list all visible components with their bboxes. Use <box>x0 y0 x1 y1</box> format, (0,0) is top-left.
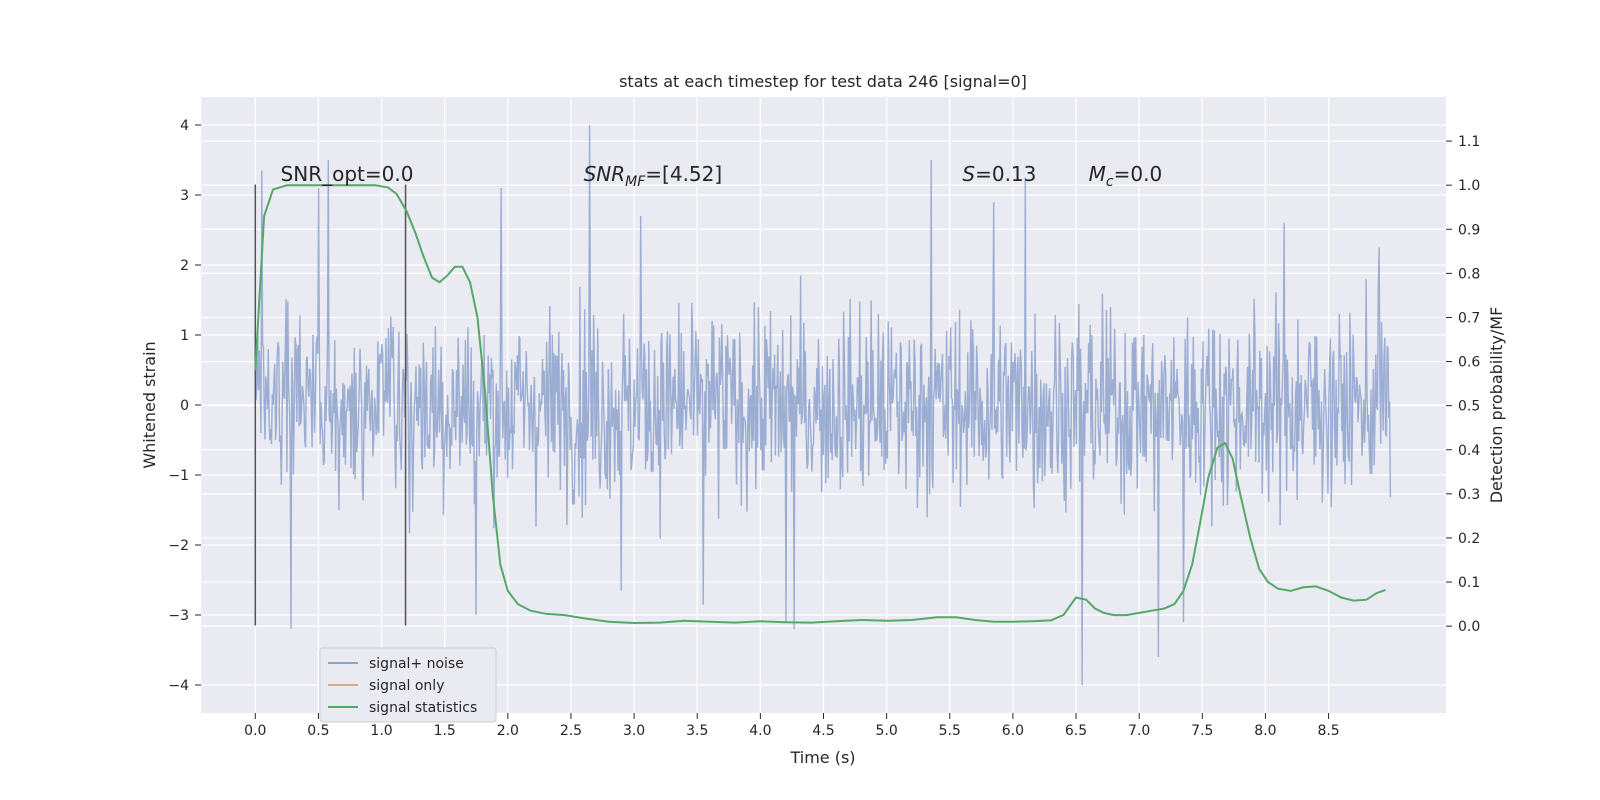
y2-tick-label: 0.1 <box>1458 575 1480 591</box>
legend-label-signal-noise: signal+ noise <box>369 656 464 672</box>
signal-noise-line <box>254 124 1392 686</box>
y2-tick-label: 0.6 <box>1458 355 1480 371</box>
vertical-markers <box>254 184 407 626</box>
y-tick-label: −2 <box>168 538 189 554</box>
x-tick-label: 5.0 <box>876 723 898 739</box>
y-tick-label: 1 <box>180 328 189 344</box>
y-axis-label: Whitened strain <box>140 341 159 468</box>
y2-tick-label: 1.1 <box>1458 134 1480 150</box>
series-signal-statistics <box>254 184 1386 625</box>
annotation-snr-opt: SNR_opt=0.0 <box>281 162 414 186</box>
x-tick-label: 3.5 <box>686 723 708 739</box>
legend-box <box>319 647 497 723</box>
x-tick-label: 4.5 <box>812 723 834 739</box>
legend-label-signal-only: signal only <box>369 678 444 694</box>
y2-tick-label: 0.7 <box>1458 310 1480 326</box>
signal-statistics-line <box>254 184 1386 625</box>
x-tick-label: 3.0 <box>623 723 645 739</box>
x-tick-label: 5.5 <box>939 723 961 739</box>
y2-tick-label: 0.5 <box>1458 399 1480 415</box>
y-tick-label: −3 <box>168 608 189 624</box>
x-tick-label: 2.0 <box>497 723 519 739</box>
x-tick-label: 1.0 <box>370 723 392 739</box>
y2-axis-label: Detection probability/MF <box>1487 307 1506 504</box>
y-tick-label: 3 <box>180 188 189 204</box>
legend-label-signal-statistics: signal statistics <box>369 700 477 716</box>
x-tick-label: 1.5 <box>434 723 456 739</box>
y2-tick-label: 0.4 <box>1458 443 1480 459</box>
series-signal-noise <box>254 124 1392 686</box>
x-tick-label: 6.0 <box>1002 723 1024 739</box>
y2-tick-label: 0.2 <box>1458 531 1480 547</box>
x-tick-label: 7.0 <box>1128 723 1150 739</box>
x-tick-label: 0.0 <box>244 723 266 739</box>
x-tick-label: 2.5 <box>560 723 582 739</box>
legend: signal+ noise signal only signal statist… <box>319 647 497 723</box>
annotation-mc: Mc=0.0 <box>1089 162 1163 190</box>
chart-title: stats at each timestep for test data 246… <box>619 72 1027 91</box>
annotation-s-stat: S=0.13 <box>962 162 1036 186</box>
x-tick-label: 0.5 <box>307 723 329 739</box>
x-tick-label: 7.5 <box>1191 723 1213 739</box>
y-tick-label: 4 <box>180 118 189 134</box>
y-tick-label: 2 <box>180 258 189 274</box>
y-tick-label: −4 <box>168 678 189 694</box>
x-tick-label: 4.0 <box>749 723 771 739</box>
annotations: SNR_opt=0.0 SNRMF=[4.52] S=0.13 Mc=0.0 <box>281 162 1163 190</box>
y2-tick-label: 1.0 <box>1458 178 1480 194</box>
y2-tick-label: 0.0 <box>1458 619 1480 635</box>
x-tick-label: 6.5 <box>1065 723 1087 739</box>
y-tick-label: 0 <box>180 398 189 414</box>
y2-tick-label: 0.3 <box>1458 487 1480 503</box>
x-tick-label: 8.5 <box>1317 723 1339 739</box>
y2-tick-label: 0.8 <box>1458 266 1480 282</box>
axis-ticks: 0.0 0.5 1.0 1.5 2.0 2.5 3.0 3.5 4.0 4.5 5.0 5.5 6.0 6… <box>168 118 1480 739</box>
x-tick-label: 8.0 <box>1254 723 1276 739</box>
x-axis-label: Time (s) <box>789 748 855 767</box>
annotation-snr-mf: SNRMF=[4.52] <box>584 162 723 190</box>
y-tick-label: −1 <box>168 468 189 484</box>
y2-tick-label: 0.9 <box>1458 222 1480 238</box>
